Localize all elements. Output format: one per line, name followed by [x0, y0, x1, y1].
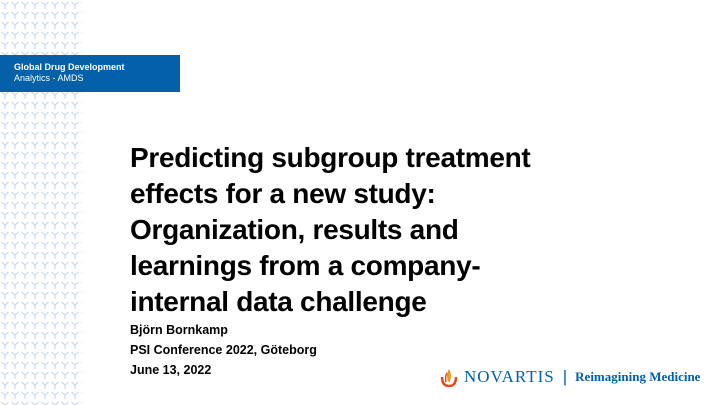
details: Björn Bornkamp PSI Conference 2022, Göte…: [130, 320, 317, 380]
title-line: effects for a new study:: [130, 178, 436, 209]
author: Björn Bornkamp: [130, 323, 228, 337]
title: Predicting subgroup treatment effects fo…: [130, 140, 531, 320]
title-line: internal data challenge: [130, 286, 427, 317]
separator: |: [562, 367, 568, 386]
logo: NOVARTIS | Reimagining Medicine: [440, 366, 700, 388]
unit-name: Global Drug Development: [14, 62, 125, 72]
title-line: Predicting subgroup treatment: [130, 142, 531, 173]
title-line: Organization, results and: [130, 214, 459, 245]
unit-subname: Analytics - AMDS: [14, 73, 84, 83]
brand: NOVARTIS: [464, 367, 555, 386]
title-line: learnings from a company-: [130, 250, 481, 281]
business-unit-box: Global Drug Development Analytics - AMDS: [0, 55, 180, 92]
tagline: Reimagining Medicine: [575, 369, 701, 384]
date: June 13, 2022: [130, 363, 212, 377]
logo-icon: [440, 369, 458, 387]
event: PSI Conference 2022, Göteborg: [130, 343, 317, 357]
